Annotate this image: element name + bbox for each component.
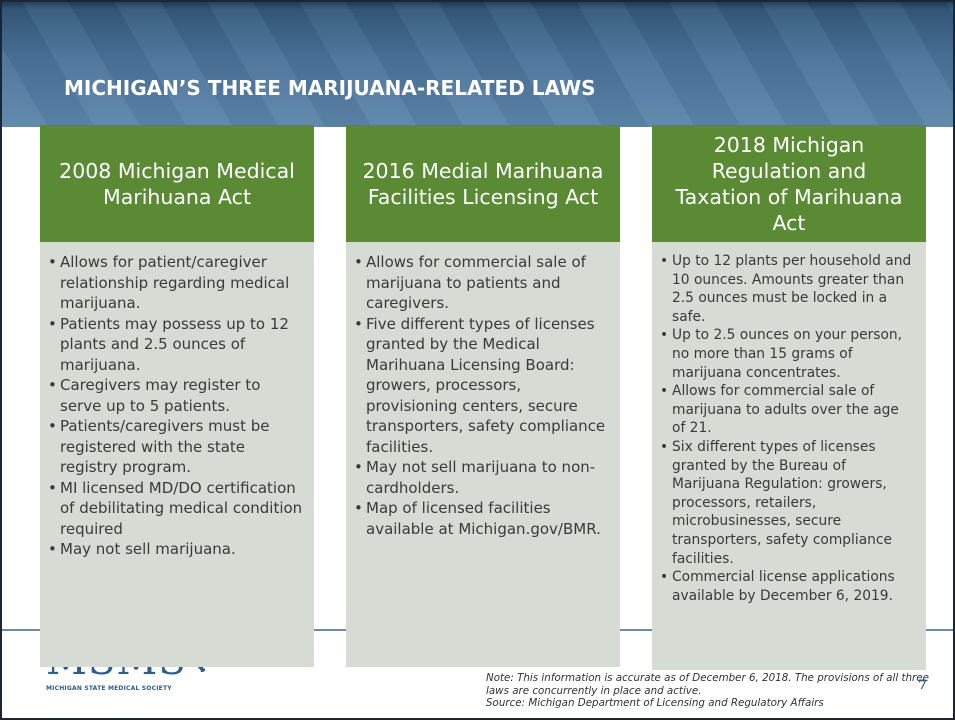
logo-subtitle: MICHIGAN STATE MEDICAL SOCIETY — [46, 685, 172, 692]
column-body: Allows for commercial sale of marijuana … — [346, 242, 620, 667]
bullet: Allows for commercial sale of marijuana … — [354, 252, 610, 314]
bullet: Patients/caregivers must be registered w… — [48, 416, 304, 478]
bullet: May not sell marijuana. — [48, 539, 304, 560]
slide-title: MICHIGAN’S THREE MARIJUANA-RELATED LAWS — [64, 76, 596, 100]
bullet: Allows for commercial sale of marijuana … — [660, 382, 916, 438]
bullet: Five different types of licenses granted… — [354, 314, 610, 458]
bullet: MI licensed MD/DO certification of debil… — [48, 478, 304, 540]
bullet-list: Allows for patient/caregiver relationshi… — [48, 252, 304, 560]
bullet: Allows for patient/caregiver relationshi… — [48, 252, 304, 314]
page-number: 7 — [918, 678, 928, 693]
note-line: Source: Michigan Department of Licensing… — [486, 697, 824, 709]
column: 2018 Michigan Regulation and Taxation of… — [652, 125, 926, 670]
bullet-list: Up to 12 plants per household and 10 oun… — [660, 252, 916, 605]
note-line: Note: This information is accurate as of… — [486, 672, 929, 697]
bullet: Up to 12 plants per household and 10 oun… — [660, 252, 916, 326]
column: 2008 Michigan Medical Marihuana Act Allow… — [40, 125, 314, 667]
bullet: Map of licensed facilities available at … — [354, 498, 610, 539]
column-body: Allows for patient/caregiver relationshi… — [40, 242, 314, 667]
bullet: Six different types of licenses granted … — [660, 438, 916, 568]
bullet: Caregivers may register to serve up to 5… — [48, 375, 304, 416]
note: Note: This information is accurate as of… — [486, 672, 936, 710]
bullet-list: Allows for commercial sale of marijuana … — [354, 252, 610, 539]
header-band — [2, 2, 953, 127]
bullet: Up to 2.5 ounces on your person, no more… — [660, 326, 916, 382]
bullet: May not sell marijuana to non-cardholder… — [354, 457, 610, 498]
column-heading: 2018 Michigan Regulation and Taxation of… — [652, 125, 926, 242]
column-heading: 2008 Michigan Medical Marihuana Act — [40, 125, 314, 242]
bullet: Patients may possess up to 12 plants and… — [48, 314, 304, 376]
column-body: Up to 12 plants per household and 10 oun… — [652, 242, 926, 670]
column-heading: 2016 Medial Marihuana Facilities Licensi… — [346, 125, 620, 242]
bullet: Commercial license applications availabl… — [660, 568, 916, 605]
column: 2016 Medial Marihuana Facilities Licensi… — [346, 125, 620, 667]
